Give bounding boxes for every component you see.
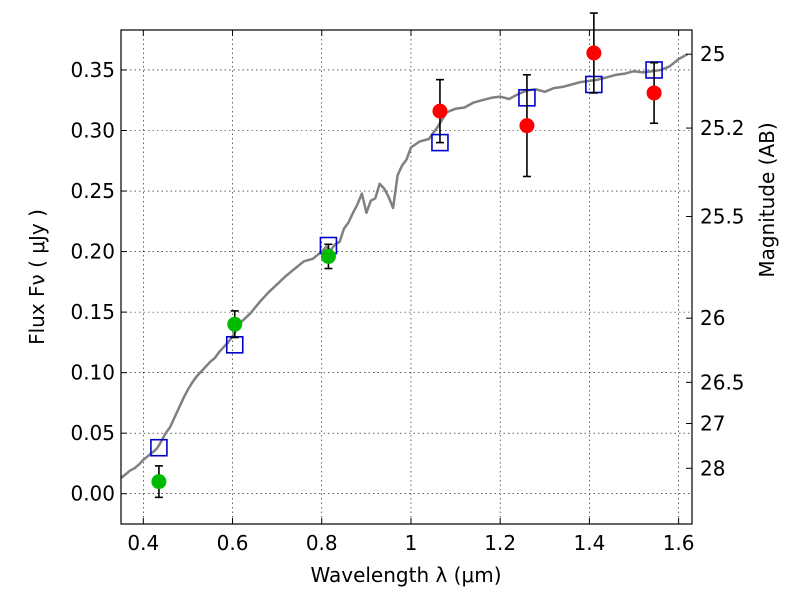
model-sed-line-group (120, 53, 689, 479)
model-point-square (150, 438, 168, 457)
x-tick-label: 1 (405, 531, 418, 555)
x-tick-label: 1.2 (484, 531, 516, 555)
observed-photometry-points (151, 12, 662, 499)
y-tick-label: 0.10 (70, 361, 115, 385)
y-axis-label-right: Magnitude (AB) (755, 122, 779, 277)
observed-point (646, 85, 662, 101)
y-tick-label: 0.05 (70, 421, 115, 445)
magnitude-tick-label: 26.5 (700, 370, 745, 394)
axis-ticks: 0.4 0.6 0.8 1 1.2 1.4 1.6 0.00 0.05 0.10 0.15 0.20 0… (70, 30, 745, 555)
y-tick-label: 0.15 (70, 300, 115, 324)
observed-point (227, 316, 243, 332)
x-tick-label: 0.4 (127, 531, 159, 555)
magnitude-tick-label: 25.2 (700, 116, 745, 140)
y-tick-label: 0.00 (70, 482, 115, 506)
y-tick-label: 0.25 (70, 179, 115, 203)
x-axis-label: Wavelength λ (μm) (310, 563, 501, 587)
magnitude-tick-label: 28 (700, 456, 725, 480)
magnitude-tick-label: 27 (700, 412, 725, 436)
x-tick-label: 1.6 (663, 531, 695, 555)
plot-frame (120, 29, 693, 525)
y-tick-label: 0.35 (70, 58, 115, 82)
y-axis-label-left: Flux Fν ( μJy ) (25, 209, 49, 345)
model-photometry-markers (150, 61, 663, 457)
observed-point (320, 248, 336, 264)
model-sed-line (120, 53, 689, 479)
observed-point (432, 103, 448, 119)
y-tick-label: 0.30 (70, 118, 115, 142)
magnitude-tick-label: 25 (700, 42, 725, 66)
x-tick-label: 1.4 (573, 531, 605, 555)
y-tick-label: 0.20 (70, 240, 115, 264)
magnitude-tick-label: 26 (700, 306, 725, 330)
x-tick-label: 0.6 (217, 531, 249, 555)
magnitude-tick-label: 25.5 (700, 204, 745, 228)
observed-point (519, 118, 535, 134)
x-tick-label: 0.8 (306, 531, 338, 555)
observed-point (586, 45, 602, 61)
observed-point (151, 474, 167, 490)
grid-lines (121, 30, 692, 524)
